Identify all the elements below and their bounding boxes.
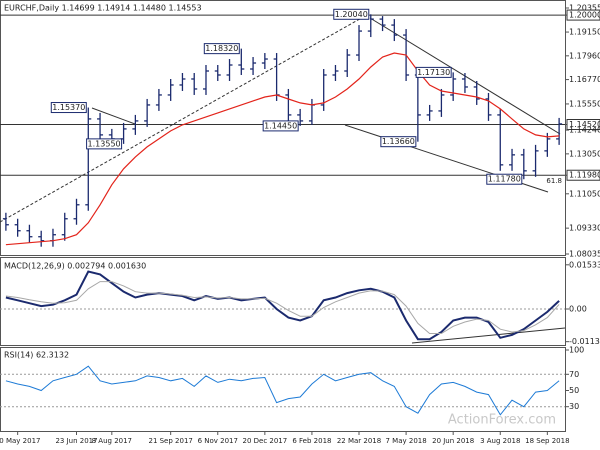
line — [5, 365, 560, 416]
annotation-box — [50, 102, 87, 114]
x-tick-label: 3 Aug 2018 — [480, 437, 520, 445]
y-tick-label: 1.19150 — [569, 28, 600, 37]
watermark: ActionForex.com — [448, 413, 556, 428]
annotation-label: 1.18320 — [205, 44, 238, 53]
x-tick-label: 6 Feb 2018 — [292, 437, 331, 445]
x-tick-label: 6 Nov 2017 — [198, 437, 238, 445]
y-tick-label: 1.16770 — [569, 75, 600, 84]
annotation-box — [415, 66, 452, 78]
rsi-frame — [0, 347, 566, 432]
y-tick-label: 1.20355 — [569, 4, 600, 13]
y-tick-label: 1.11980 — [569, 171, 600, 180]
y-tick-label: 0.00 — [569, 304, 587, 313]
annotation-label: 1.17130 — [417, 68, 450, 77]
y-tick-label: 1.13050 — [569, 149, 600, 158]
y-tick-label: 30 — [569, 402, 579, 411]
y-tick-label: 1.11050 — [569, 189, 600, 198]
annotation-label: 1.11780 — [488, 175, 521, 184]
annotation-label: 1.20040 — [335, 10, 368, 19]
trend-line — [411, 327, 566, 344]
line — [5, 270, 560, 341]
annotation-box — [380, 136, 417, 148]
annotation-box — [486, 173, 523, 185]
line — [5, 52, 560, 246]
macd-frame — [0, 257, 566, 346]
x-tick-label: 21 Sep 2017 — [148, 437, 192, 445]
y-tick-label: 50 — [569, 386, 579, 395]
y-tick-label: 1.20000 — [569, 11, 600, 20]
x-tick-label: 20 Jun 2018 — [432, 437, 474, 445]
annotation-box — [203, 43, 240, 55]
y-tick-label: 1.14520 — [569, 120, 600, 129]
annotation-label: 1.14450 — [264, 121, 297, 130]
x-tick-label: 23 Jun 2017 — [55, 437, 97, 445]
macd-title: MACD(12,26,9) 0.002794 0.001630 — [4, 262, 146, 271]
level-box — [566, 169, 600, 181]
annotation-box — [86, 138, 123, 150]
annotation-label: 1.13550 — [88, 139, 121, 148]
x-tick-label: 20 Dec 2017 — [242, 437, 287, 445]
y-tick-label: -0.01134 — [569, 337, 600, 346]
annotation-label: 1.13660 — [382, 137, 415, 146]
line — [5, 281, 560, 334]
chart-title: EURCHF,Daily 1.14699 1.14914 1.14480 1.1… — [4, 4, 202, 13]
trend-line — [91, 107, 136, 125]
x-tick-label: 22 Mar 2018 — [337, 437, 381, 445]
y-tick-label: 1.08035 — [569, 250, 600, 259]
y-tick-label: 0.015338 — [569, 260, 600, 269]
y-tick-label: 70 — [569, 370, 579, 379]
annotation-label: 1.15370 — [52, 103, 85, 112]
x-tick-label: 7 May 2018 — [385, 437, 426, 445]
y-tick-label: 100 — [569, 346, 584, 355]
rsi-title: RSI(14) 62.3132 — [4, 351, 69, 360]
annotation-box — [333, 8, 370, 20]
annotation-box — [262, 120, 299, 132]
price-frame — [0, 0, 566, 256]
x-tick-label: 8 Aug 2017 — [92, 437, 132, 445]
level-box — [566, 119, 600, 131]
y-tick-label: 1.15550 — [569, 99, 600, 108]
y-tick-label: 1.17960 — [569, 51, 600, 60]
y-tick-label: 1.14240 — [569, 126, 600, 135]
level-note: 61.8 — [546, 177, 562, 185]
y-tick-label: 1.09330 — [569, 224, 600, 233]
x-tick-label: 18 Sep 2018 — [525, 437, 569, 445]
level-box — [566, 9, 600, 21]
x-tick-label: 10 May 2017 — [0, 437, 40, 445]
